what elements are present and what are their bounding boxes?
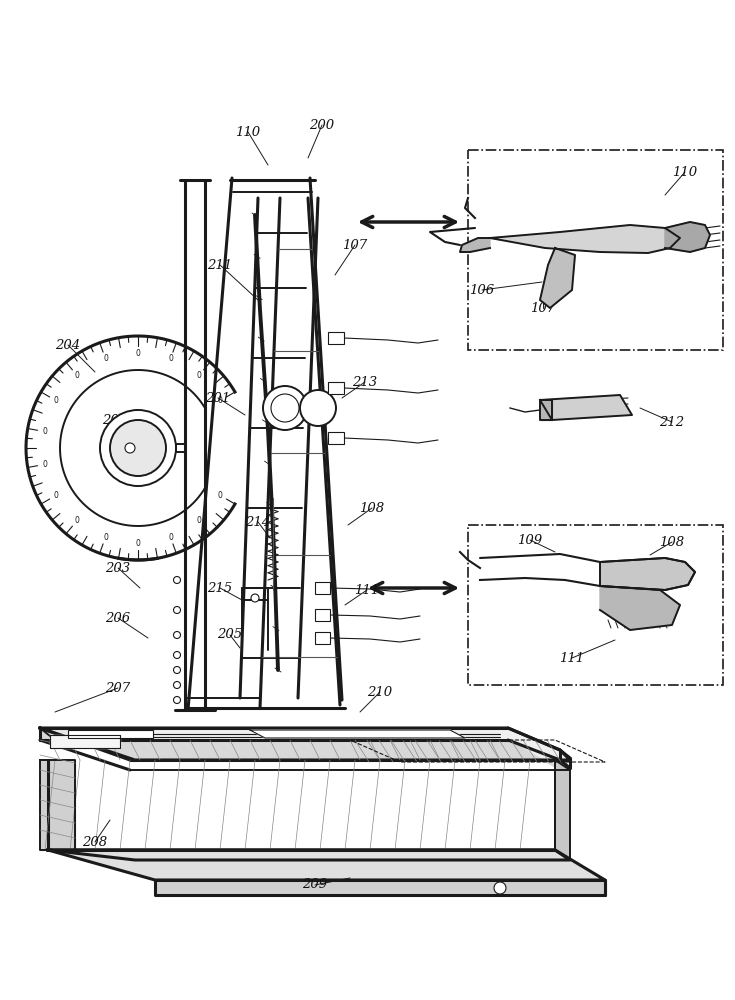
Text: 208: 208	[82, 836, 107, 848]
Polygon shape	[40, 728, 570, 760]
Circle shape	[110, 420, 166, 476]
Polygon shape	[600, 586, 680, 630]
Text: 110: 110	[673, 166, 698, 179]
Text: 203: 203	[105, 562, 131, 574]
Polygon shape	[540, 395, 632, 420]
Circle shape	[494, 882, 506, 894]
Circle shape	[263, 386, 307, 430]
Text: 0: 0	[42, 460, 47, 469]
Text: 0: 0	[74, 371, 79, 380]
Text: 110: 110	[235, 126, 261, 139]
Polygon shape	[250, 730, 465, 738]
Text: 0: 0	[135, 538, 140, 548]
Polygon shape	[155, 880, 605, 895]
Text: 211: 211	[207, 259, 232, 272]
Text: 201: 201	[206, 391, 231, 404]
Bar	[468, 525, 723, 685]
Bar	[68, 730, 153, 738]
Text: 0: 0	[218, 491, 223, 500]
Polygon shape	[555, 760, 570, 860]
Circle shape	[173, 696, 181, 704]
Text: 108: 108	[359, 502, 384, 515]
Circle shape	[251, 594, 259, 602]
Text: 214: 214	[245, 516, 270, 528]
Text: 215: 215	[207, 582, 232, 594]
Polygon shape	[40, 728, 570, 770]
Circle shape	[271, 394, 299, 422]
Text: 0: 0	[74, 516, 79, 525]
Circle shape	[300, 390, 336, 426]
Text: 200: 200	[309, 119, 334, 132]
Polygon shape	[48, 850, 605, 880]
Circle shape	[173, 576, 181, 584]
Circle shape	[116, 426, 160, 470]
Text: 0: 0	[168, 533, 173, 542]
Bar	[328, 332, 344, 344]
Bar	[315, 582, 330, 594]
Polygon shape	[665, 222, 710, 252]
Text: 209: 209	[302, 879, 328, 892]
Text: 213: 213	[353, 375, 378, 388]
Text: 0: 0	[197, 371, 201, 380]
Text: 0: 0	[42, 427, 47, 436]
Circle shape	[100, 410, 176, 486]
Text: 0: 0	[197, 516, 201, 525]
Text: 0: 0	[54, 396, 58, 405]
Bar	[468, 150, 723, 350]
Circle shape	[173, 666, 181, 674]
Text: 107: 107	[531, 302, 556, 315]
Text: 111: 111	[354, 584, 379, 596]
Polygon shape	[540, 400, 552, 420]
Polygon shape	[50, 735, 120, 748]
Polygon shape	[48, 850, 570, 860]
Polygon shape	[460, 238, 490, 252]
Text: 109: 109	[517, 534, 542, 546]
Text: 108: 108	[659, 536, 684, 548]
Text: 207: 207	[105, 682, 131, 694]
Polygon shape	[540, 248, 575, 308]
Polygon shape	[40, 760, 75, 850]
Text: 106: 106	[470, 284, 495, 297]
Bar	[315, 632, 330, 644]
Circle shape	[125, 443, 135, 453]
Text: 0: 0	[103, 354, 108, 363]
Text: 212: 212	[659, 416, 684, 428]
Bar	[328, 432, 344, 444]
Text: 210: 210	[368, 686, 392, 698]
Text: 206: 206	[105, 611, 131, 624]
Text: 107: 107	[343, 239, 368, 252]
Text: 0: 0	[103, 533, 108, 542]
Polygon shape	[490, 225, 680, 253]
Polygon shape	[600, 558, 695, 590]
Bar	[328, 382, 344, 394]
Text: 0: 0	[54, 491, 58, 500]
Text: 202: 202	[102, 414, 128, 426]
Text: 0: 0	[168, 354, 173, 363]
Circle shape	[173, 682, 181, 688]
Polygon shape	[40, 728, 145, 740]
Text: 204: 204	[55, 339, 81, 352]
Bar	[315, 609, 330, 621]
Text: 111: 111	[559, 652, 584, 664]
Circle shape	[173, 606, 181, 613]
Text: 205: 205	[218, 629, 243, 642]
Text: 0: 0	[218, 396, 223, 405]
Circle shape	[173, 652, 181, 658]
Circle shape	[173, 632, 181, 639]
Text: 0: 0	[135, 349, 140, 358]
